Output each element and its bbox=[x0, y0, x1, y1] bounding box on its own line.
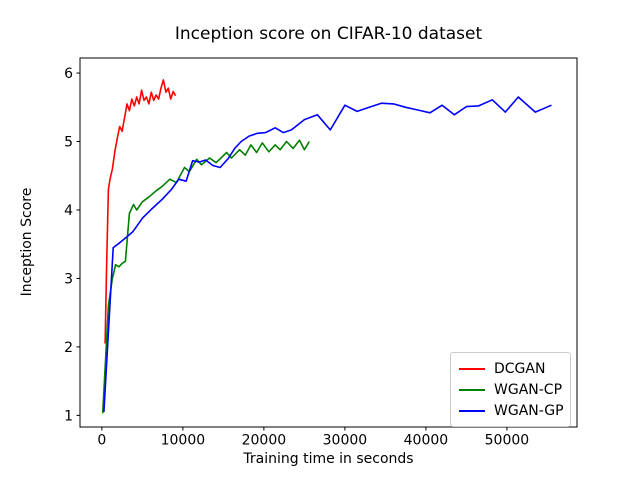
wgan-cp-line-swatch bbox=[459, 388, 485, 391]
legend-label-wgan-gp: WGAN-GP bbox=[494, 402, 564, 419]
x-tick-label: 30000 bbox=[323, 433, 368, 449]
wgan-gp-line-swatch bbox=[459, 409, 485, 412]
legend-entry-wgan-cp: WGAN-CP bbox=[459, 379, 562, 400]
legend-entry-dcgan: DCGAN bbox=[459, 358, 562, 379]
y-tick-label: 5 bbox=[64, 135, 73, 151]
legend-label-wgan-cp: WGAN-CP bbox=[494, 381, 563, 398]
legend-label-dcgan: DCGAN bbox=[494, 360, 546, 377]
legend: DCGAN WGAN-CP WGAN-GP bbox=[450, 352, 571, 427]
plot-frame bbox=[79, 57, 578, 428]
series-line-wgan-gp bbox=[103, 96, 552, 412]
y-tick-label: 2 bbox=[64, 340, 73, 356]
y-tick-label: 1 bbox=[64, 408, 73, 424]
y-axis-label: Inception Score bbox=[19, 187, 35, 297]
x-tick-label: 10000 bbox=[161, 433, 206, 449]
x-tick-label: 20000 bbox=[242, 433, 287, 449]
chart-title: Inception score on CIFAR-10 dataset bbox=[174, 24, 483, 44]
series-line-wgan-cp bbox=[101, 139, 310, 414]
y-tick-label: 6 bbox=[64, 66, 73, 82]
dcgan-line-swatch bbox=[459, 367, 485, 370]
y-tick-label: 4 bbox=[64, 203, 73, 219]
x-axis-label: Training time in seconds bbox=[243, 451, 414, 467]
x-tick-label: 0 bbox=[97, 433, 106, 449]
y-tick-label: 3 bbox=[64, 271, 73, 287]
series-line-dcgan bbox=[104, 79, 177, 344]
legend-entry-wgan-gp: WGAN-GP bbox=[459, 400, 564, 421]
x-tick-label: 40000 bbox=[404, 433, 449, 449]
x-tick-label: 50000 bbox=[485, 433, 530, 449]
